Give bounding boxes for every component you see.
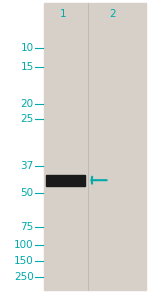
Text: 250: 250	[14, 272, 34, 282]
Text: 75: 75	[21, 222, 34, 232]
Text: 2: 2	[109, 9, 116, 19]
Bar	[46, 175, 85, 186]
Text: 37: 37	[21, 161, 34, 171]
Text: 100: 100	[14, 240, 34, 250]
Text: 15: 15	[21, 62, 34, 72]
Text: 10: 10	[21, 43, 34, 53]
Text: 50: 50	[21, 188, 34, 198]
Text: 150: 150	[14, 256, 34, 266]
Text: 1: 1	[60, 9, 66, 19]
Text: 25: 25	[21, 114, 34, 124]
Bar	[44, 3, 146, 290]
Text: 20: 20	[21, 99, 34, 109]
